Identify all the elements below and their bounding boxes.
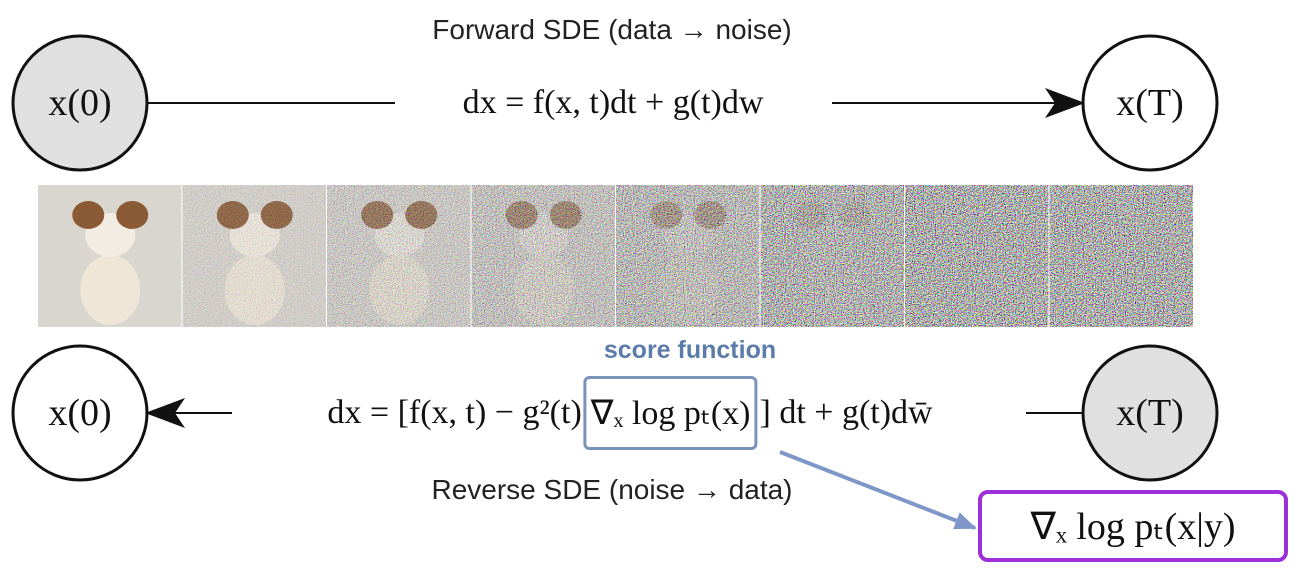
forward-equation: dx = f(x, t)dt + g(t)dw: [462, 84, 764, 121]
image-panel: [1049, 185, 1193, 327]
image-panel: [327, 185, 471, 327]
dog-body: [80, 255, 141, 325]
noise: [616, 185, 760, 327]
noise: [760, 185, 904, 327]
reverse-equation: dx = [f(x, t) − g²(t) ∇ₓ log pₜ(x) ] dt …: [327, 376, 933, 450]
image-panel: [905, 185, 1049, 327]
node-label: x(0): [48, 82, 112, 124]
conditional-score: ∇ₓ log pₜ(x|y): [978, 490, 1288, 562]
noise: [905, 185, 1049, 327]
image-panel: [616, 185, 760, 327]
title: Forward SDE (data → noise): [432, 14, 792, 45]
image-strip: [38, 185, 1193, 327]
equation-part: ] dt + g(t)dw̄: [759, 394, 933, 431]
node-label: x(T): [1116, 82, 1184, 124]
noise: [1049, 185, 1193, 327]
image-panel: [38, 185, 182, 327]
noise: [327, 185, 471, 327]
score-arrow: [779, 450, 977, 530]
score-term: ∇ₓ log pₜ(x): [583, 376, 758, 450]
node-label: x(T): [1116, 392, 1184, 434]
node-label: x(0): [48, 392, 112, 434]
equation-part: dx = [f(x, t) − g²(t): [327, 394, 582, 431]
dog-ear: [72, 201, 105, 229]
noise: [471, 185, 615, 327]
dog-ear: [116, 201, 149, 229]
image-panel: [471, 185, 615, 327]
image-panel: [760, 185, 904, 327]
noise: [182, 185, 326, 327]
reverse-label: Reverse SDE (noise → data): [431, 474, 793, 505]
node-circle: [11, 34, 149, 172]
image-panel: [182, 185, 326, 327]
score-label: score function: [603, 336, 777, 364]
